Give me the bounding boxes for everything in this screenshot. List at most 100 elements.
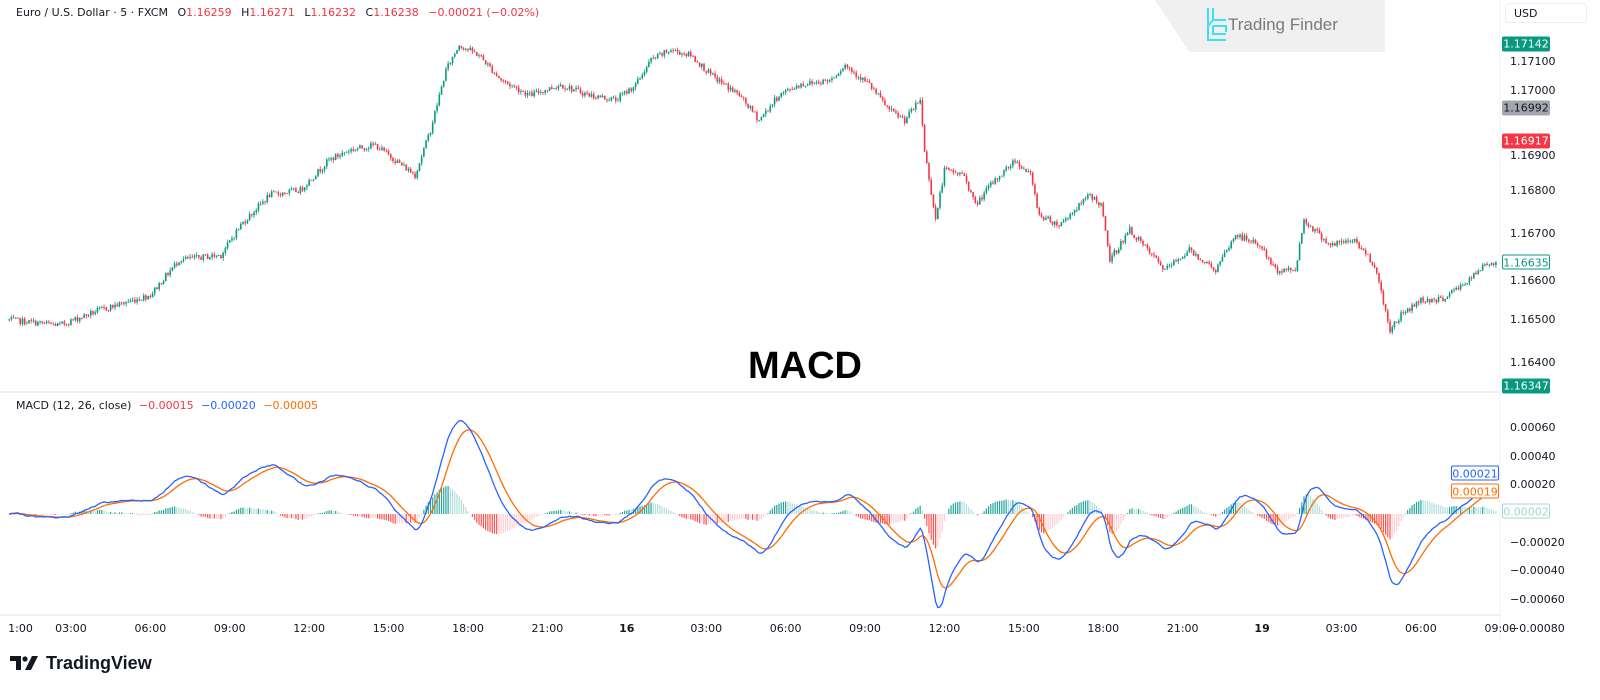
macd-histogram-bar bbox=[193, 512, 196, 514]
macd-histogram-bar bbox=[1171, 514, 1173, 516]
macd-histogram-bar bbox=[1005, 499, 1007, 514]
candle bbox=[202, 254, 205, 260]
time-tick-label: 09:00 bbox=[213, 622, 246, 635]
macd-histogram-bar bbox=[1246, 507, 1248, 514]
macd-legend[interactable]: MACD (12, 26, close) −0.00015 −0.00020 −… bbox=[16, 399, 322, 412]
candle bbox=[1106, 230, 1109, 246]
candle bbox=[892, 108, 895, 112]
macd-histogram-bar bbox=[1431, 502, 1433, 514]
macd-histogram-bar bbox=[965, 504, 968, 514]
macd-histogram-bar bbox=[319, 512, 321, 514]
macd-histogram-bar bbox=[1032, 514, 1034, 518]
candle bbox=[471, 47, 474, 52]
macd-histogram-bar bbox=[760, 514, 762, 520]
candle bbox=[323, 166, 326, 170]
candle bbox=[345, 151, 348, 153]
candle bbox=[43, 323, 46, 324]
macd-histogram-bar bbox=[1298, 507, 1301, 514]
candle bbox=[1230, 241, 1233, 249]
macd-histogram-bar bbox=[513, 514, 515, 528]
macd-histogram-bar bbox=[952, 503, 954, 514]
macd-histogram-bar bbox=[65, 513, 68, 515]
candle bbox=[597, 95, 599, 99]
candle bbox=[738, 92, 741, 96]
candle bbox=[683, 53, 685, 55]
macd-histogram-bar bbox=[637, 506, 639, 514]
candle bbox=[749, 106, 752, 108]
candle bbox=[1239, 234, 1241, 237]
macd-histogram-bar bbox=[339, 512, 341, 514]
candle bbox=[650, 58, 652, 63]
candle bbox=[32, 320, 35, 322]
candle bbox=[204, 254, 207, 256]
macd-histogram-bar bbox=[1219, 513, 1221, 515]
candle bbox=[1464, 284, 1466, 286]
candle bbox=[895, 111, 897, 113]
macd-histogram-bar bbox=[96, 510, 99, 514]
macd-histogram-bar bbox=[1334, 514, 1336, 520]
macd-histogram-bar bbox=[1276, 514, 1279, 526]
candle bbox=[297, 192, 299, 193]
macd-histogram-bar bbox=[1111, 514, 1113, 534]
candle bbox=[1345, 240, 1347, 243]
macd-histogram-bar bbox=[553, 510, 555, 514]
candle bbox=[354, 149, 357, 151]
candle bbox=[586, 92, 588, 94]
candle bbox=[1188, 247, 1191, 253]
candle bbox=[987, 185, 990, 189]
candle bbox=[1444, 298, 1446, 302]
candle bbox=[1426, 299, 1429, 302]
macd-histogram-bar bbox=[218, 514, 220, 519]
macd-histogram-bar bbox=[174, 506, 176, 514]
candle bbox=[449, 63, 452, 64]
macd-histogram-bar bbox=[996, 501, 998, 514]
macd-histogram-bar bbox=[46, 514, 48, 515]
macd-histogram-bar bbox=[1060, 514, 1062, 520]
candle bbox=[767, 110, 769, 112]
candle bbox=[996, 178, 999, 180]
candle bbox=[1334, 243, 1336, 246]
candle bbox=[963, 173, 966, 177]
macd-histogram-bar bbox=[749, 514, 751, 520]
macd-histogram-bar bbox=[432, 497, 434, 514]
macd-histogram-bar bbox=[888, 514, 890, 525]
candle bbox=[1267, 257, 1270, 259]
candle bbox=[28, 320, 30, 324]
macd-histogram-bar bbox=[1129, 509, 1131, 514]
symbol-legend[interactable]: Euro / U.S. Dollar · 5 · FXCM O1.16259 H… bbox=[16, 6, 539, 19]
macd-histogram-bar bbox=[1382, 514, 1385, 533]
macd-histogram-bar bbox=[1049, 514, 1051, 530]
candle bbox=[1009, 166, 1012, 168]
candle bbox=[1038, 207, 1041, 215]
candle bbox=[37, 321, 39, 326]
candle bbox=[301, 187, 304, 191]
candle bbox=[326, 159, 328, 167]
candle bbox=[1199, 259, 1202, 261]
macd-histogram-bar bbox=[337, 511, 339, 514]
currency-button[interactable]: USD bbox=[1505, 3, 1587, 23]
time-axis[interactable]: 1:00 03:00 06:00 09:00 12:00 15:00 18:00 21:00 1… bbox=[0, 616, 1515, 640]
macd-histogram-bar bbox=[696, 514, 698, 523]
macd-histogram-bar bbox=[341, 512, 343, 514]
tradingview-logo-icon bbox=[10, 656, 38, 670]
candle bbox=[78, 317, 81, 322]
macd-histogram-bar bbox=[820, 512, 822, 514]
macd-histogram-bar bbox=[546, 512, 548, 514]
macd-histogram-bar bbox=[136, 513, 138, 515]
candle bbox=[1415, 301, 1418, 307]
candle bbox=[1303, 219, 1305, 233]
candle bbox=[934, 206, 937, 219]
symbol-title[interactable]: Euro / U.S. Dollar · 5 · FXCM bbox=[16, 6, 168, 19]
macd-tick-label: 0.00020 bbox=[1510, 478, 1556, 492]
macd-histogram-bar bbox=[271, 510, 273, 514]
macd-histogram-bar bbox=[1486, 507, 1488, 514]
macd-histogram-bar bbox=[612, 514, 615, 515]
macd-histogram-bar bbox=[1204, 512, 1206, 514]
macd-histogram-bar bbox=[266, 509, 268, 514]
macd-indicator-title[interactable]: MACD (12, 26, close) bbox=[16, 399, 132, 412]
candle bbox=[206, 254, 209, 259]
macd-histogram-bar bbox=[699, 514, 701, 524]
macd-histogram-bar bbox=[1228, 506, 1230, 514]
macd-histogram-bar bbox=[246, 508, 249, 514]
